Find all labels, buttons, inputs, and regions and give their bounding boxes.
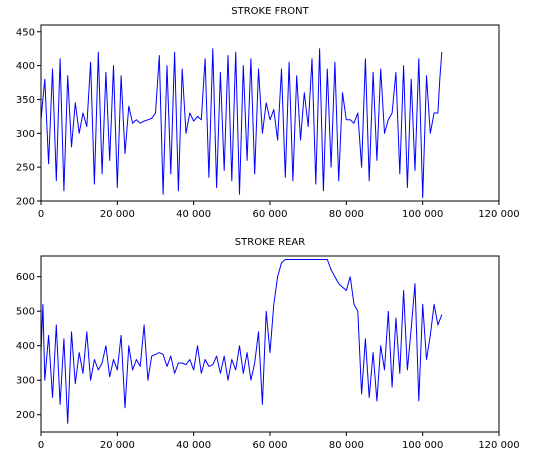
y-tick-label: 400	[16, 341, 35, 352]
y-tick-label: 250	[16, 163, 35, 174]
x-tick-label: 60 000	[253, 209, 288, 220]
y-tick-label: 400	[16, 61, 35, 72]
chart-title: STROKE REAR	[235, 237, 305, 248]
y-axis: 200 300 400 500 600	[16, 272, 41, 421]
x-tick-label: 100 000	[402, 209, 443, 220]
series-line	[40, 259, 443, 424]
y-tick-label: 500	[16, 307, 35, 318]
y-tick-label: 450	[16, 27, 35, 38]
y-tick-label: 300	[16, 129, 35, 140]
x-tick-label: 0	[38, 209, 44, 220]
y-tick-label: 200	[16, 410, 35, 421]
x-tick-label: 120 000	[478, 209, 519, 220]
x-tick-label: 0	[38, 440, 44, 451]
chart-stroke-rear: STROKE REAR 0 20 000 40 000 60 000 80 000 100…	[16, 237, 520, 451]
y-tick-label: 350	[16, 95, 35, 106]
chart-title: STROKE FRONT	[231, 6, 309, 17]
plot-frame	[40, 255, 500, 433]
series-line	[40, 48, 443, 199]
y-tick-label: 600	[16, 272, 35, 283]
y-tick-label: 200	[16, 197, 35, 208]
x-tick-label: 120 000	[478, 440, 519, 451]
y-axis: 200 250 300 350 400 450	[16, 27, 41, 208]
plot-frame	[40, 24, 500, 202]
x-tick-label: 40 000	[176, 209, 211, 220]
x-tick-label: 20 000	[100, 209, 135, 220]
x-tick-label: 60 000	[253, 440, 288, 451]
x-axis: 0 20 000 40 000 60 000 80 000 100 000 120 000	[38, 201, 520, 220]
y-tick-label: 300	[16, 376, 35, 387]
series-group	[40, 259, 443, 424]
series-group	[40, 48, 443, 199]
x-tick-label: 100 000	[402, 440, 443, 451]
x-tick-label: 80 000	[329, 209, 364, 220]
x-axis: 0 20 000 40 000 60 000 80 000 100 000 120 000	[38, 432, 520, 451]
x-tick-label: 20 000	[100, 440, 135, 451]
x-tick-label: 80 000	[329, 440, 364, 451]
x-tick-label: 40 000	[176, 440, 211, 451]
chart-stroke-front: STROKE FRONT 0 20 000 40 000 60 000 80 000 10…	[16, 6, 520, 220]
